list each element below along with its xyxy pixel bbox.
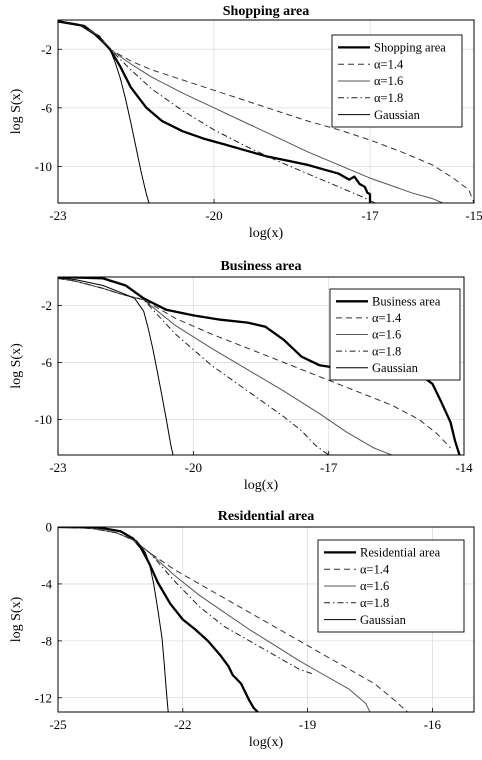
x-tick-label: -14 [455, 460, 473, 475]
y-axis-label: log S(x) [9, 596, 24, 642]
y-axis-label: log S(x) [9, 88, 24, 134]
legend-label-1: Shopping area [374, 41, 446, 55]
legend-label-5: Gaussian [372, 361, 419, 375]
legend-label-4: α=1.8 [372, 344, 401, 358]
plot-area-frame [57, 276, 465, 456]
x-tick-label: -20 [185, 460, 202, 475]
series-line-4 [58, 277, 329, 455]
series-line-5 [58, 20, 150, 203]
x-tick-label: -23 [49, 208, 66, 223]
y-tick-label: -2 [41, 298, 52, 313]
legend-label-1: Business area [372, 295, 441, 309]
plot-area-frame [57, 19, 475, 204]
x-tick-label: -22 [174, 717, 191, 732]
x-axis-label: log(x) [249, 226, 284, 241]
legend-label-4: α=1.8 [360, 596, 389, 610]
series-line-4 [58, 20, 376, 203]
series-line-1 [58, 20, 372, 203]
legend-label-2: α=1.4 [374, 57, 404, 71]
chart-panel-2: -23 -20 -17 -14 -2 -6 -10 Business area log(x) lo… [9, 259, 473, 493]
x-axis-label: log(x) [244, 478, 279, 493]
series-line-1 [58, 527, 259, 712]
legend: Business area α=1.4 α=1.6 α=1.8 Gaussian [329, 288, 461, 381]
x-tick-label: -17 [320, 460, 338, 475]
legend-label-3: α=1.6 [372, 328, 401, 342]
panel-title: Residential area [218, 509, 315, 524]
x-tick-label: -25 [49, 717, 66, 732]
series-line-5 [58, 527, 169, 712]
y-tick-label: -6 [41, 355, 52, 370]
x-tick-label: -16 [424, 717, 442, 732]
legend-label-1: Residential area [360, 546, 441, 560]
plot-area-frame [57, 526, 475, 713]
legend-label-2: α=1.4 [372, 311, 402, 325]
x-axis-label: log(x) [249, 735, 284, 750]
y-tick-label: -12 [35, 690, 52, 705]
series-line-1 [58, 277, 461, 455]
series-line-2 [58, 527, 408, 712]
legend: Shopping area α=1.4 α=1.6 α=1.8 Gaussian [331, 34, 463, 128]
series-group [58, 277, 461, 455]
series-line-2 [58, 20, 474, 203]
y-tick-label: 0 [46, 520, 53, 535]
chart-panel-3: -25 -22 -19 -16 0 -4 -8 -12 Residential area log(… [9, 509, 475, 750]
x-tick-label: -17 [361, 208, 379, 223]
series-group [58, 20, 474, 203]
legend-label-3: α=1.6 [360, 579, 389, 593]
y-tick-label: -8 [41, 633, 52, 648]
x-tick-label: -20 [205, 208, 222, 223]
y-tick-label: -10 [35, 412, 52, 427]
y-tick-label: -4 [41, 576, 52, 591]
legend-label-5: Gaussian [360, 613, 407, 627]
y-tick-label: -2 [41, 42, 52, 57]
x-tick-label: -23 [49, 460, 66, 475]
series-line-4 [58, 527, 312, 675]
y-axis-label: log S(x) [9, 343, 24, 389]
legend-label-2: α=1.4 [360, 562, 390, 576]
legend: Residential area α=1.4 α=1.6 α=1.8 Gaussian [317, 539, 465, 633]
y-tick-label: -6 [41, 100, 52, 115]
series-group [58, 527, 408, 712]
series-line-5 [58, 277, 174, 455]
legend-label-4: α=1.8 [374, 91, 403, 105]
chart-panel-1: -23 -20 -17 -15 -2 -6 -10 Shopping area log(x) lo… [9, 4, 482, 241]
panel-title: Shopping area [223, 4, 310, 19]
panel-title: Business area [220, 259, 301, 274]
x-tick-label: -19 [299, 717, 316, 732]
y-tick-label: -10 [35, 159, 52, 174]
series-line-3 [58, 527, 371, 712]
x-tick-label: -15 [465, 208, 482, 223]
legend-label-3: α=1.6 [374, 74, 403, 88]
legend-label-5: Gaussian [374, 108, 421, 122]
